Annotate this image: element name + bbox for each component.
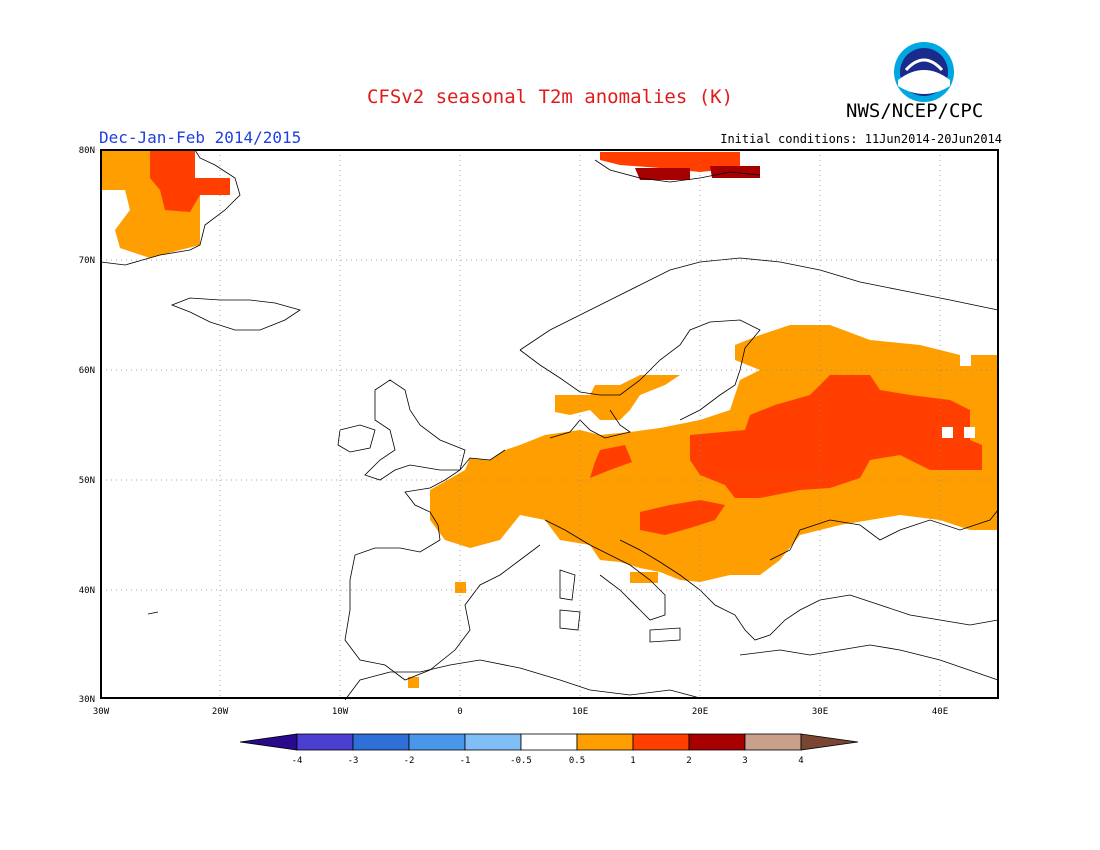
- colorbar-cell-4: [464, 733, 522, 751]
- lat-label-30n: 30N: [79, 695, 95, 705]
- map-title: CFSv2 seasonal T2m anomalies (K): [366, 86, 734, 108]
- lat-label-80n: 80N: [79, 146, 95, 156]
- lat-label-50n: 50N: [79, 476, 95, 486]
- colorbar-cell-8: [688, 733, 746, 751]
- colorbar-label: -1: [460, 756, 471, 766]
- colorbar-label: 3: [742, 756, 747, 766]
- season-label: Dec-Jan-Feb 2014/2015: [99, 128, 302, 147]
- lon-label-40e: 40E: [932, 707, 948, 717]
- colorbar-cell-low-arrow: [239, 733, 298, 751]
- lon-label-30e: 30E: [812, 707, 828, 717]
- colorbar: [239, 733, 859, 751]
- map-frame: [100, 149, 999, 699]
- lat-label-60n: 60N: [79, 366, 95, 376]
- lon-labels: 30W 20W 10W 0 10E 20E 30E 40E: [93, 707, 948, 717]
- colorbar-cell-6: [576, 733, 634, 751]
- colorbar-label: -4: [292, 756, 303, 766]
- colorbar-label: 4: [798, 756, 803, 766]
- lat-labels: 80N 70N 60N 50N 40N 30N: [79, 146, 95, 705]
- lon-label-20w: 20W: [212, 707, 229, 717]
- initial-conditions-label: Initial conditions: 11Jun2014-20Jun2014: [720, 132, 1002, 146]
- lon-label-10w: 10W: [332, 707, 349, 717]
- agency-label: NWS/NCEP/CPC: [846, 100, 984, 122]
- colorbar-cell-high-arrow: [800, 733, 859, 751]
- colorbar-cell-1: [296, 733, 354, 751]
- lat-label-40n: 40N: [79, 586, 95, 596]
- colorbar-cell-9: [744, 733, 802, 751]
- coastlines: [100, 149, 999, 701]
- lat-label-70n: 70N: [79, 256, 95, 266]
- colorbar-cell-3: [408, 733, 466, 751]
- anomaly-area-2-3: [635, 166, 760, 180]
- lon-label-10e: 10E: [572, 707, 588, 717]
- lon-label-30w: 30W: [93, 707, 110, 717]
- colorbar-label: 0.5: [569, 756, 585, 766]
- colorbar-labels: -4 -3 -2 -1 -0.5 0.5 1 2 3 4: [292, 756, 804, 766]
- colorbar-cell-2: [352, 733, 410, 751]
- colorbar-cell-5: [520, 733, 578, 751]
- anomaly-holes: [942, 355, 975, 438]
- noaa-logo-icon: [894, 42, 954, 102]
- colorbar-label: -3: [348, 756, 359, 766]
- colorbar-label: -2: [404, 756, 415, 766]
- colorbar-label: 1: [630, 756, 635, 766]
- anomaly-area-1-2: [150, 150, 982, 535]
- colorbar-label: 2: [686, 756, 691, 766]
- lon-label-20e: 20E: [692, 707, 708, 717]
- colorbar-cell-7: [632, 733, 690, 751]
- lon-label-0: 0: [457, 707, 462, 717]
- colorbar-label: -0.5: [510, 756, 532, 766]
